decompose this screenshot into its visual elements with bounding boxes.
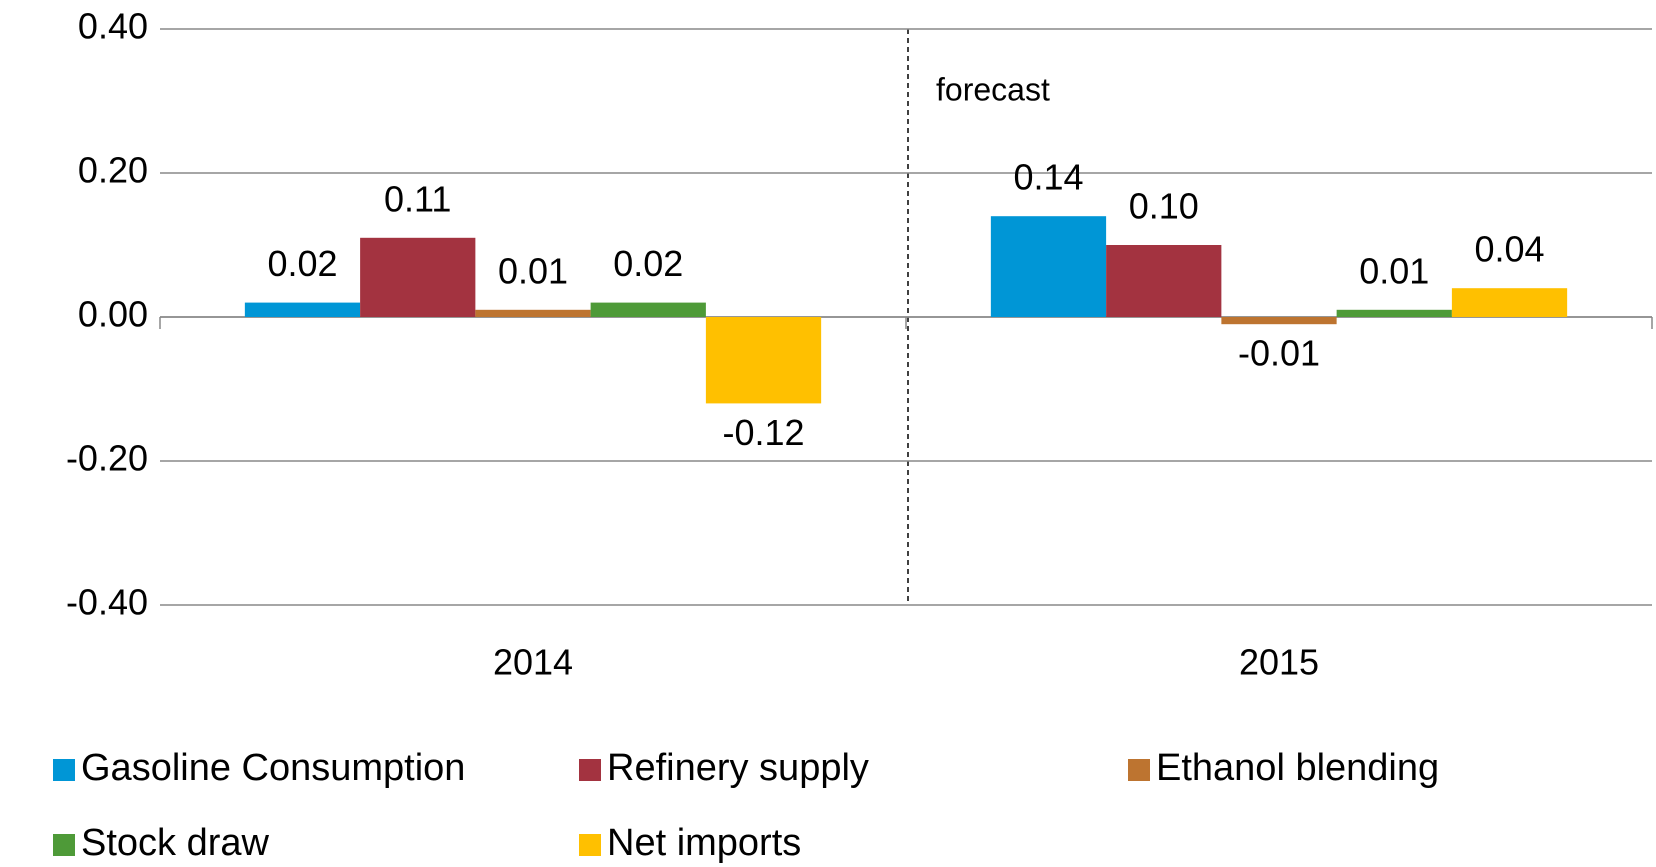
legend-label: Net imports xyxy=(607,822,801,864)
legend-label: Refinery supply xyxy=(607,747,869,789)
y-tick-label: -0.40 xyxy=(66,582,148,623)
legend-swatch xyxy=(579,834,601,856)
bar xyxy=(475,309,591,317)
legend-label: Stock draw xyxy=(81,822,270,864)
bar xyxy=(590,302,706,317)
y-tick-label: -0.20 xyxy=(66,438,148,479)
x-tick-label: 2015 xyxy=(1239,642,1319,683)
data-label: 0.01 xyxy=(1359,250,1429,291)
bar xyxy=(990,216,1107,317)
data-label: 0.11 xyxy=(384,178,451,219)
data-label: 0.01 xyxy=(498,250,568,291)
data-label: 0.14 xyxy=(1013,157,1083,198)
legend-swatch xyxy=(1128,759,1150,781)
bar xyxy=(1336,309,1452,317)
annotation: forecast xyxy=(936,71,1050,107)
data-label: 0.02 xyxy=(267,243,337,284)
data-label: 0.02 xyxy=(613,243,683,284)
bar xyxy=(1451,288,1568,317)
legend-label: Gasoline Consumption xyxy=(81,747,465,789)
bar xyxy=(1221,317,1337,325)
x-tick-label: 2014 xyxy=(493,642,573,683)
y-tick-label: 0.00 xyxy=(78,294,148,335)
legend-swatch xyxy=(53,759,75,781)
legend-swatch xyxy=(579,759,601,781)
y-tick-label: 0.40 xyxy=(78,6,148,47)
legend-label: Ethanol blending xyxy=(1156,747,1439,789)
data-label: -0.12 xyxy=(722,412,804,453)
bar xyxy=(705,317,822,404)
y-tick-label: 0.20 xyxy=(78,150,148,191)
bar xyxy=(1106,245,1222,317)
data-label: 0.10 xyxy=(1129,186,1199,227)
legend-swatch xyxy=(53,834,75,856)
data-label: -0.01 xyxy=(1238,333,1320,374)
bar xyxy=(244,302,361,317)
data-label: 0.04 xyxy=(1474,229,1544,270)
bar xyxy=(360,237,476,317)
